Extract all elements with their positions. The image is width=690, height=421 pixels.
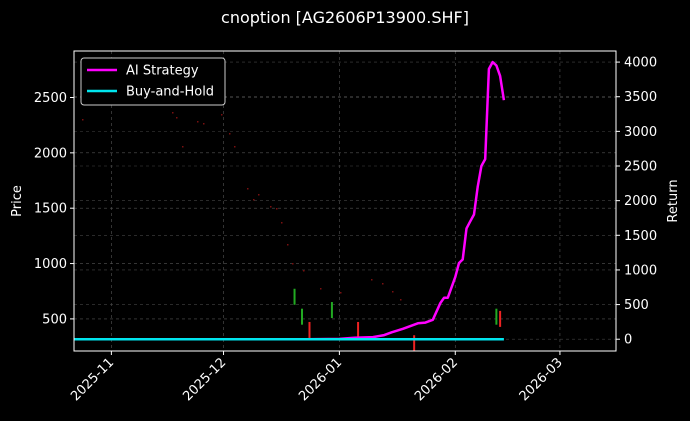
x-axis: 2025-11 2025-12 2026-01 2026-02 2026-03 — [68, 351, 566, 404]
legend-label: AI Strategy — [126, 64, 199, 79]
svg-text:2026-02: 2026-02 — [412, 355, 461, 404]
legend: AI Strategy Buy-and-Hold — [80, 57, 226, 106]
svg-text:500: 500 — [42, 312, 67, 327]
legend-label: Buy-and-Hold — [126, 85, 214, 100]
candles-up — [293, 288, 498, 325]
candles-down — [308, 310, 502, 352]
svg-text:2025-12: 2025-12 — [180, 355, 229, 404]
right-axis-label: Return — [666, 179, 681, 222]
left-axis: 500 1000 1500 2000 2500 Price — [10, 91, 74, 327]
right-axis: 0 500 1000 1500 2000 2500 3000 3500 4000 Return — [616, 56, 681, 348]
svg-text:2026-01: 2026-01 — [296, 355, 345, 404]
svg-text:2500: 2500 — [624, 160, 657, 175]
svg-text:1500: 1500 — [624, 229, 657, 244]
chart-title: cnoption [AG2606P13900.SHF] — [221, 8, 469, 27]
svg-text:1500: 1500 — [34, 202, 67, 217]
svg-text:1000: 1000 — [624, 263, 657, 278]
svg-text:2500: 2500 — [34, 91, 67, 106]
svg-text:3000: 3000 — [624, 125, 657, 140]
svg-text:0: 0 — [624, 333, 632, 348]
left-axis-label: Price — [10, 185, 25, 217]
price-scatter — [82, 112, 402, 301]
svg-text:2026-03: 2026-03 — [517, 355, 566, 404]
svg-text:4000: 4000 — [624, 56, 657, 71]
svg-text:2025-11: 2025-11 — [68, 355, 117, 404]
ai-strategy-line — [305, 60, 506, 341]
svg-text:2000: 2000 — [624, 194, 657, 209]
svg-text:2000: 2000 — [34, 146, 67, 161]
svg-text:500: 500 — [624, 298, 649, 313]
svg-text:3500: 3500 — [624, 90, 657, 105]
svg-text:1000: 1000 — [34, 257, 67, 272]
